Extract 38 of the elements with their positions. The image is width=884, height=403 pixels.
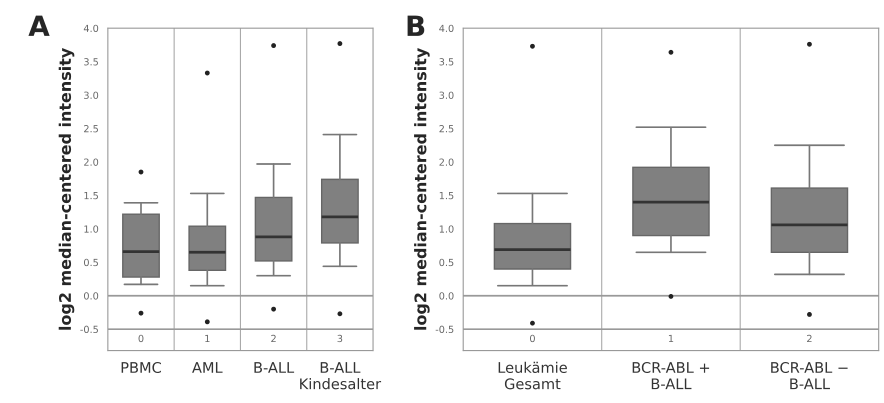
y-tick-label: 2.0 — [84, 158, 98, 166]
annotation: 0 — [138, 334, 144, 342]
chart-title: A — [28, 16, 50, 36]
x-tick-label: PBMC — [122, 362, 161, 374]
y-tick-label: 2.5 — [84, 125, 98, 132]
y-tick-label: 3.0 — [439, 92, 454, 99]
y-tick-label: 0.0 — [84, 292, 98, 300]
y-tick-label: 1.5 — [84, 192, 98, 200]
y-tick-label: 1.0 — [84, 225, 98, 233]
x-tick-label: BCR-ABL − B-ALL — [771, 362, 848, 390]
annotation: 2 — [807, 334, 812, 342]
annotation: 0 — [530, 334, 535, 342]
y-axis-title: log2 median-centered intensity — [414, 48, 430, 330]
y-tick-label: -0.5 — [436, 326, 454, 334]
y-tick-label: 4.0 — [84, 24, 98, 32]
chart-title: B — [408, 16, 424, 36]
y-tick-label: 3.0 — [84, 92, 98, 99]
annotation: 1 — [205, 334, 210, 342]
x-tick-label: BCR-ABL + B-ALL — [632, 362, 710, 390]
x-tick-label: AML — [192, 362, 223, 373]
y-tick-label: 3.5 — [84, 58, 98, 66]
y-tick-label: 4.0 — [439, 24, 454, 32]
y-tick-label: 1.5 — [440, 192, 454, 200]
x-tick-label: B-ALL Kindesalter — [300, 362, 382, 390]
y-tick-label: 0.0 — [439, 292, 454, 300]
annotation: 1 — [668, 334, 674, 342]
y-tick-label: 3.5 — [439, 58, 454, 66]
x-tick-label: B-ALL — [254, 362, 294, 373]
annotation: 3 — [338, 334, 342, 342]
y-axis-title: log2 median-centered intensity — [58, 48, 74, 330]
y-tick-label: 1.0 — [440, 225, 454, 233]
y-tick-label: -0.5 — [80, 326, 98, 334]
y-tick-label: 0.5 — [439, 258, 454, 266]
x-tick-label: Leukämie Gesamt — [498, 362, 567, 390]
y-tick-label: 2.5 — [439, 125, 454, 132]
y-tick-label: 0.5 — [84, 258, 98, 266]
annotation: 2 — [271, 334, 276, 342]
y-tick-label: 2.0 — [439, 158, 454, 166]
